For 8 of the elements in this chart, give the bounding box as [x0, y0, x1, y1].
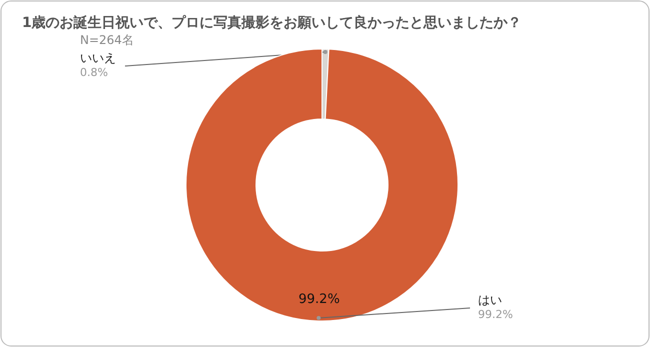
slice-label: はい — [478, 292, 502, 307]
chart-subtitle: N=264名 — [80, 33, 134, 47]
text: 99.2% — [298, 292, 340, 307]
slice-label: いいえ — [80, 51, 116, 66]
chart-title: 1歳のお誕生日祝いで、プロに写真撮影をお願いして良かったと思いましたか？ — [22, 14, 522, 31]
donut-slice — [186, 48, 458, 322]
data-label: 0.8% — [80, 66, 108, 80]
data-label: 99.2% — [478, 308, 513, 321]
